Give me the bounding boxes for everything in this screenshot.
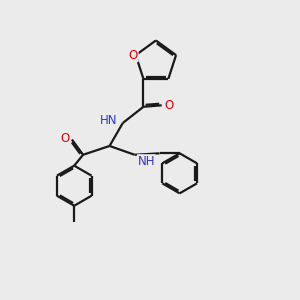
Text: O: O [60,131,69,145]
Text: O: O [164,99,174,112]
Text: HN: HN [100,114,118,127]
Text: O: O [129,49,138,62]
Text: NH: NH [137,155,155,168]
